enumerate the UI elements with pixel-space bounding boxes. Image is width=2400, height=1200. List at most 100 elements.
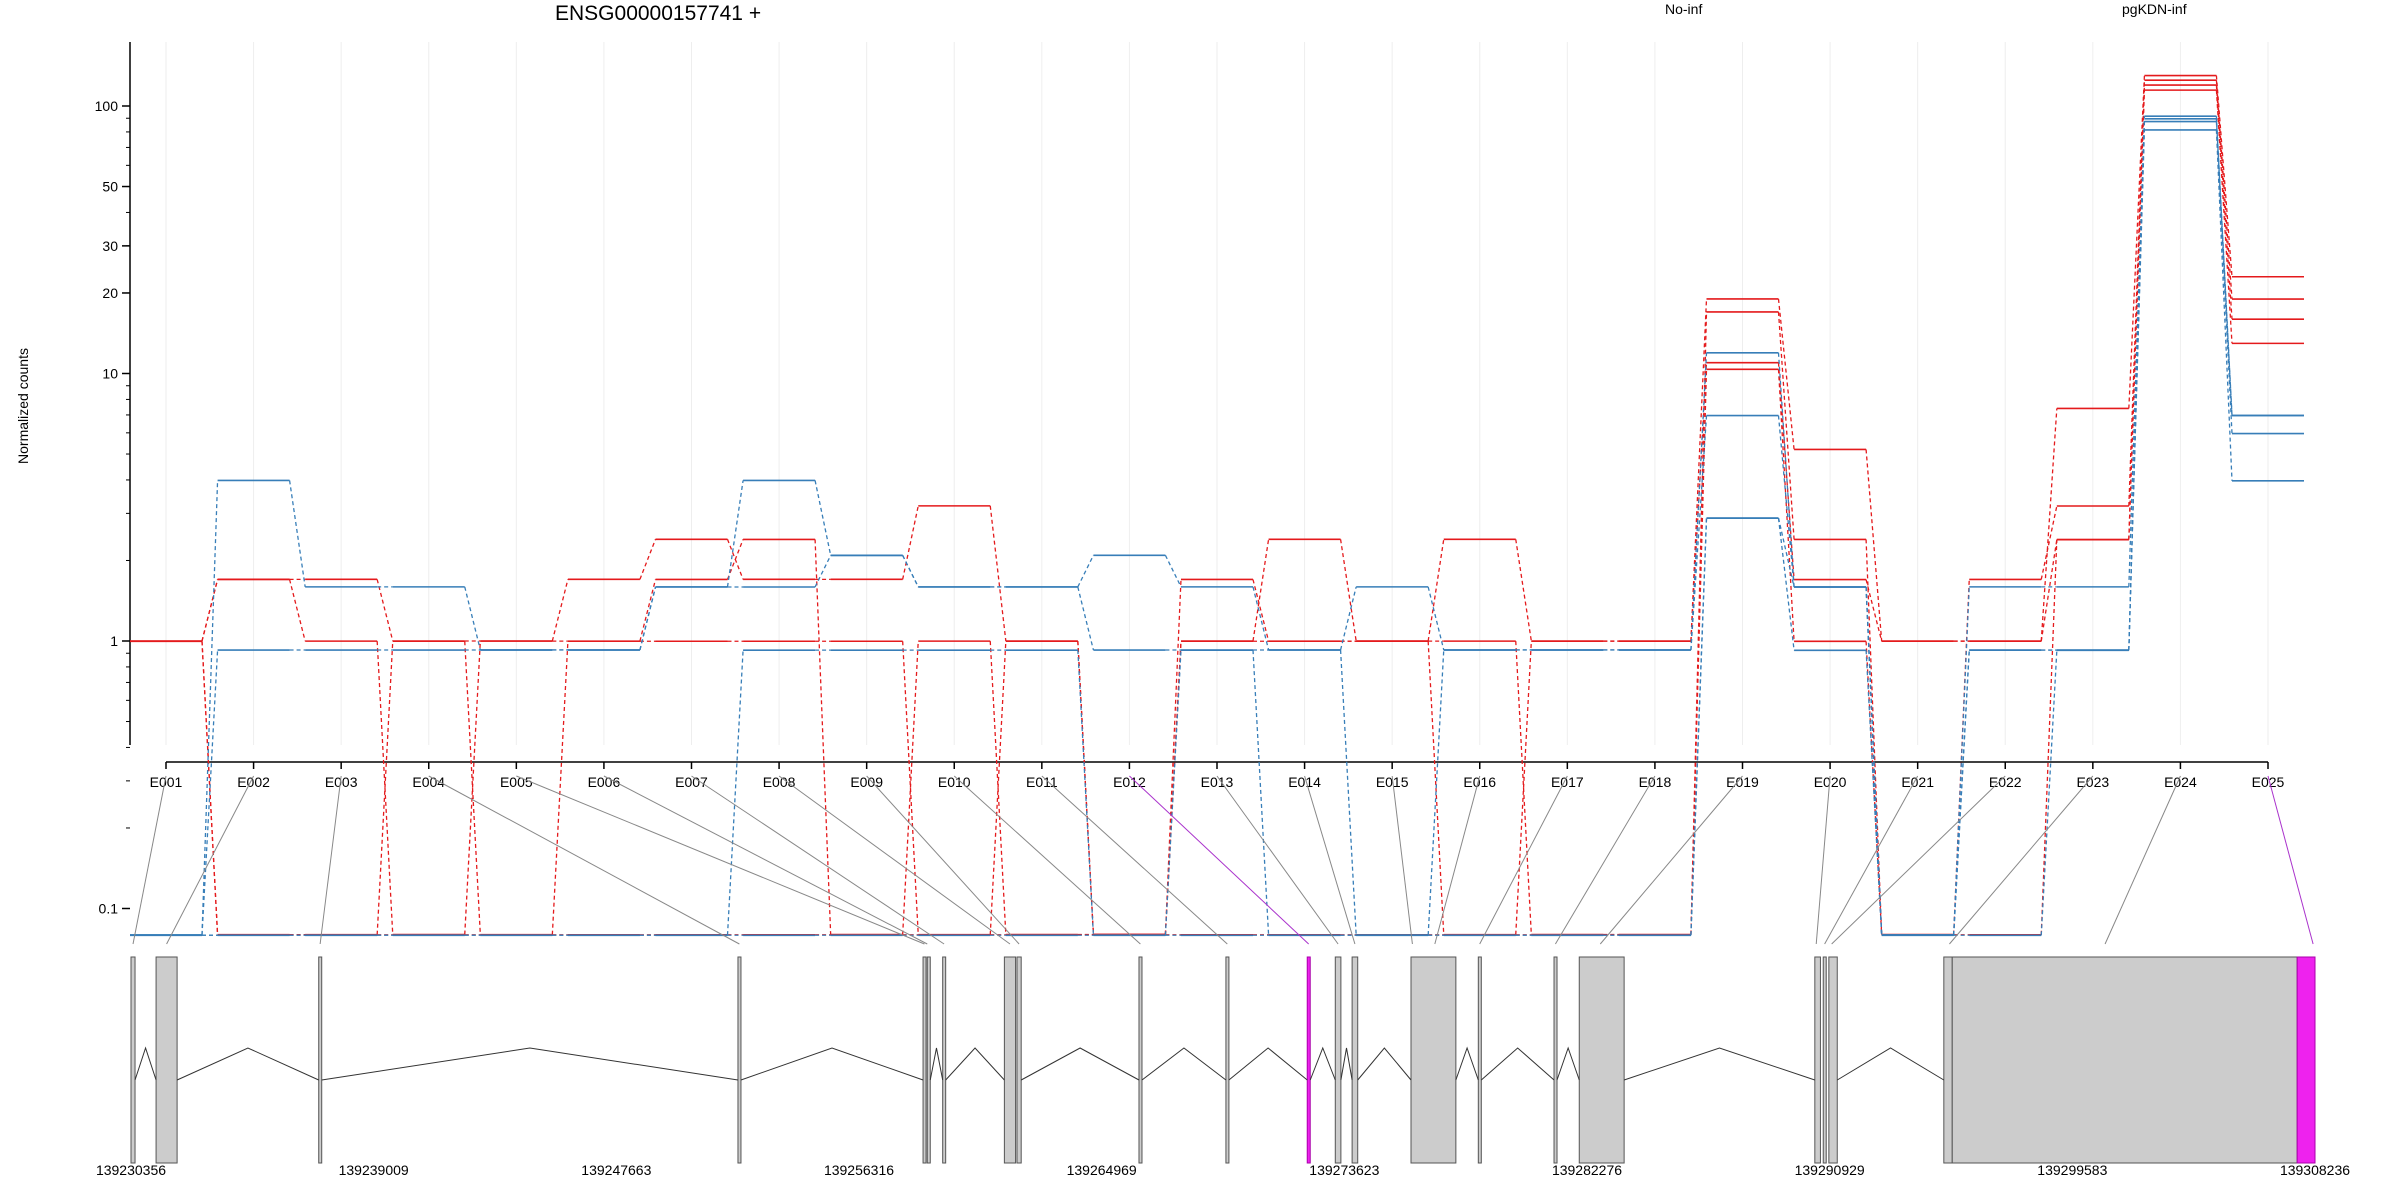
gene-model: 139230356 139239009 139247663 139256316 1392… bbox=[96, 956, 2350, 1178]
exon-box bbox=[1334, 956, 1342, 1164]
x-tick-label-e020: E020 bbox=[1814, 774, 1847, 790]
series-pgkdn-inf-connector bbox=[201, 480, 219, 935]
x-axis: E001 E002 E003 E004 E005 E006 E007 E008 E009 E010… bbox=[150, 761, 2285, 790]
exon-box bbox=[1351, 956, 1359, 1164]
series-pgkdn-inf-connector bbox=[464, 586, 481, 651]
intron-line bbox=[740, 1047, 924, 1081]
exon-connector-e004 bbox=[428, 775, 740, 945]
intron-line bbox=[1836, 1047, 1945, 1081]
series-no-inf-connector bbox=[814, 539, 832, 935]
series-pgkdn-inf-connector bbox=[1164, 554, 1182, 588]
x-tick-label-e016: E016 bbox=[1463, 774, 1496, 790]
series-no-inf-connector bbox=[288, 579, 306, 642]
legend-no-inf: No-inf bbox=[1665, 1, 1703, 17]
exon-box bbox=[1943, 956, 1953, 1164]
series-pgkdn-inf-connector bbox=[1339, 586, 1357, 651]
exon-connector-e023 bbox=[1949, 775, 2094, 945]
exon-box bbox=[1578, 956, 1625, 1164]
series-pgkdn-inf-connector bbox=[2215, 118, 2233, 416]
exon-box bbox=[926, 956, 931, 1164]
genomic-coordinate-label: 139239009 bbox=[339, 1162, 409, 1178]
intron-line bbox=[176, 1047, 319, 1081]
x-tick-label-e010: E010 bbox=[938, 774, 971, 790]
intron-line bbox=[929, 1047, 944, 1081]
grid-layer bbox=[165, 42, 2269, 745]
intron-line bbox=[1020, 1047, 1140, 1081]
series-no-inf-connector bbox=[1515, 539, 1532, 642]
y-tick-label: 1 bbox=[110, 633, 118, 649]
genomic-coordinate-label: 139247663 bbox=[581, 1162, 651, 1178]
exon-connector-e022 bbox=[1831, 775, 2006, 945]
series-no-inf-connector bbox=[2128, 90, 2146, 540]
series-pgkdn-inf-connector bbox=[1077, 650, 1095, 936]
x-tick-label-e005: E005 bbox=[500, 774, 533, 790]
exon-connector-e019 bbox=[1599, 775, 1743, 945]
exon-connector-e021 bbox=[1824, 775, 1919, 945]
intron-line bbox=[945, 1047, 1005, 1081]
x-tick-label-e006: E006 bbox=[588, 774, 621, 790]
y-tick-label: 30 bbox=[102, 238, 118, 254]
series-no-inf-connector bbox=[1777, 369, 1795, 642]
x-tick-label-e001: E001 bbox=[150, 774, 183, 790]
exon-box bbox=[155, 956, 178, 1164]
series-pgkdn-inf-connector bbox=[1077, 554, 1094, 588]
exon-connector-e007 bbox=[691, 775, 945, 945]
intron-line bbox=[321, 1047, 739, 1081]
series-pgkdn-inf-connector bbox=[1953, 650, 1970, 936]
exon-connector-e015 bbox=[1391, 775, 1413, 945]
series-pgkdn-inf-connector bbox=[2040, 650, 2058, 936]
series-layer bbox=[130, 74, 2304, 937]
series-pgkdn-inf-connector bbox=[1690, 518, 1708, 936]
series-no-inf-connector bbox=[1777, 311, 1795, 540]
intron-line bbox=[1455, 1046, 1479, 1081]
exon-connector-e003 bbox=[319, 775, 342, 945]
series-pgkdn-inf-connector bbox=[1690, 352, 1708, 650]
series-no-inf-connector bbox=[1777, 362, 1795, 580]
exon-connector-e013 bbox=[1216, 775, 1339, 945]
y-tick-label: 0.1 bbox=[99, 901, 119, 917]
y-tick-label: 100 bbox=[95, 98, 119, 114]
series-no-inf-connector bbox=[2215, 90, 2233, 344]
exon-connector-e025 bbox=[2267, 775, 2314, 945]
series-pgkdn-inf-connector bbox=[1777, 518, 1795, 651]
series-pgkdn-inf-connector bbox=[2128, 129, 2146, 651]
exon-box-highlighted bbox=[2296, 956, 2316, 1164]
exon-box bbox=[1477, 956, 1482, 1164]
genomic-coordinate-label: 139308236 bbox=[2280, 1162, 2350, 1178]
x-tick-label-e003: E003 bbox=[325, 774, 358, 790]
exon-connector-e012 bbox=[1129, 775, 1309, 945]
series-no-inf-connector bbox=[1164, 579, 1182, 935]
exon-connector-e010 bbox=[953, 775, 1141, 945]
exon-box bbox=[942, 956, 947, 1164]
series-no-inf-connector bbox=[2128, 75, 2146, 409]
x-tick-label-e024: E024 bbox=[2164, 774, 2197, 790]
x-tick-label-e014: E014 bbox=[1288, 774, 1321, 790]
series-pgkdn-inf-connector bbox=[902, 555, 919, 588]
exon-connector-e020 bbox=[1815, 775, 1831, 945]
exon-connector-e001 bbox=[132, 775, 167, 945]
exon-connector-e008 bbox=[778, 775, 1011, 945]
exon-box bbox=[1822, 956, 1827, 1164]
series-no-inf-connector bbox=[989, 505, 1007, 642]
exon-box bbox=[1138, 956, 1143, 1164]
series-no-inf-connector bbox=[2040, 539, 2058, 935]
series-pgkdn-inf-connector bbox=[201, 649, 219, 936]
intron-line bbox=[134, 1046, 157, 1081]
exon-box bbox=[737, 956, 742, 1164]
y-tick-label: 10 bbox=[102, 366, 118, 382]
x-tick-label-e025: E025 bbox=[2252, 774, 2285, 790]
series-pgkdn-inf-connector bbox=[2215, 121, 2233, 434]
x-tick-label-e017: E017 bbox=[1551, 774, 1584, 790]
intron-line bbox=[1623, 1047, 1815, 1081]
x-tick-label-e004: E004 bbox=[412, 774, 445, 790]
series-pgkdn-inf-connector bbox=[2215, 129, 2233, 481]
x-tick-label-e021: E021 bbox=[1901, 774, 1934, 790]
series-pgkdn-inf-connector bbox=[1164, 650, 1182, 936]
exon-box bbox=[1951, 956, 2298, 1164]
series-no-inf-connector bbox=[902, 505, 919, 580]
exon-connector-e002 bbox=[166, 775, 255, 945]
series-pgkdn-inf-connector bbox=[1339, 649, 1357, 936]
series-pgkdn-inf-connector bbox=[288, 480, 306, 587]
series-no-inf-connector bbox=[1690, 369, 1708, 935]
series-no-inf-connector bbox=[2040, 505, 2058, 580]
